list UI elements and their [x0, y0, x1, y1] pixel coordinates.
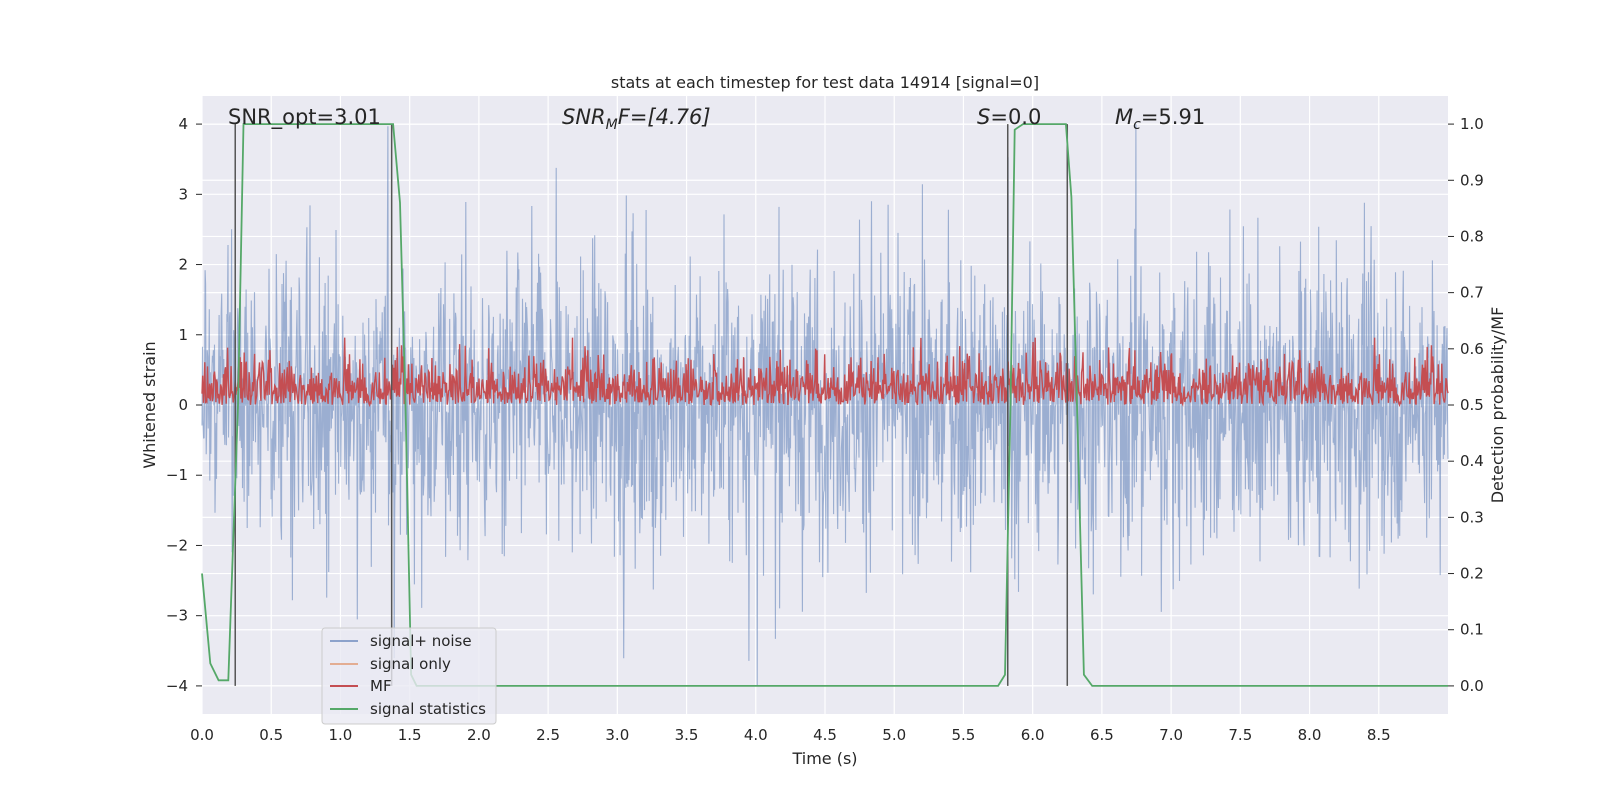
y2-axis-label: Detection probability/MF — [1488, 307, 1507, 504]
annotation-snr-opt: SNR_opt=3.01 — [228, 105, 381, 130]
y2-tick-label: 0.7 — [1460, 284, 1484, 302]
chart-title: stats at each timestep for test data 149… — [611, 73, 1039, 92]
y2-tick-label: 0.8 — [1460, 227, 1484, 245]
y-tick-label: −2 — [166, 536, 188, 554]
x-tick-label: 5.0 — [882, 726, 906, 744]
y-tick-label: 0 — [178, 396, 188, 414]
y2-tick-label: 0.1 — [1460, 621, 1484, 639]
legend: signal+ noise signal only MF signal stat… — [321, 627, 497, 725]
marker-lines — [234, 124, 1069, 686]
y-axis-label: Whitened strain — [140, 341, 159, 468]
legend-label-signal-only: signal only — [370, 655, 451, 673]
ticks: 0.0 0.5 1.0 1.5 2.0 2.5 3.0 3.5 4.0 4.5 5.0 5.5 6.0 6… — [166, 115, 1484, 744]
legend-label-signal-plus-noise: signal+ noise — [370, 632, 472, 650]
x-tick-label: 1.0 — [329, 726, 353, 744]
y-tick-label: −4 — [166, 677, 188, 695]
x-tick-label: 7.5 — [1228, 726, 1252, 744]
x-tick-label: 6.5 — [1090, 726, 1114, 744]
y2-tick-label: 0.6 — [1460, 340, 1484, 358]
y2-tick-label: 0.5 — [1460, 396, 1484, 414]
annotation-snr-mf-subscript: M — [606, 117, 618, 133]
x-tick-label: 8.0 — [1298, 726, 1322, 744]
x-tick-label: 3.0 — [605, 726, 629, 744]
x-tick-label: 5.5 — [952, 726, 976, 744]
y-tick-label: −3 — [166, 607, 188, 625]
legend-label-signal-statistics: signal statistics — [370, 700, 486, 718]
x-tick-label: 0.0 — [190, 726, 214, 744]
annotation-s-symbol: S — [977, 105, 990, 129]
y-tick-label: 3 — [178, 185, 188, 203]
y-tick-label: −1 — [166, 466, 188, 484]
annotation-mc: Mc=5.91 — [1115, 105, 1205, 133]
x-tick-label: 6.0 — [1021, 726, 1045, 744]
y-tick-label: 4 — [178, 115, 188, 133]
y2-tick-label: 1.0 — [1460, 115, 1484, 133]
x-tick-label: 1.5 — [398, 726, 422, 744]
annotation-snr-mf: SNRMF=[4.76] — [562, 105, 711, 133]
x-tick-label: 2.5 — [536, 726, 560, 744]
x-tick-label: 2.0 — [467, 726, 491, 744]
y2-tick-label: 0.0 — [1460, 677, 1484, 695]
x-axis-label: Time (s) — [791, 749, 857, 768]
x-tick-label: 8.5 — [1367, 726, 1391, 744]
legend-box — [321, 627, 497, 725]
y2-tick-label: 0.3 — [1460, 508, 1484, 526]
annotation-snr-mf-value: F=[4.76] — [618, 105, 711, 129]
annotation-mc-subscript: c — [1133, 117, 1141, 133]
annotation-s: S=0.0 — [977, 105, 1041, 129]
mf-series — [201, 337, 1449, 408]
annotation-mc-value: =5.91 — [1141, 105, 1205, 129]
annotation-mc-symbol: M — [1115, 105, 1133, 129]
y2-tick-label: 0.2 — [1460, 565, 1484, 583]
x-tick-label: 4.0 — [744, 726, 768, 744]
mf-line — [201, 337, 1449, 408]
x-tick-label: 7.0 — [1159, 726, 1183, 744]
y2-tick-label: 0.9 — [1460, 171, 1484, 189]
y2-tick-label: 0.4 — [1460, 452, 1484, 470]
y-tick-label: 1 — [178, 326, 188, 344]
annotation-snr-mf-symbol: SNR — [562, 105, 606, 129]
x-tick-label: 4.5 — [813, 726, 837, 744]
annotation-s-value: =0.0 — [990, 105, 1041, 129]
x-tick-label: 3.5 — [675, 726, 699, 744]
legend-label-mf: MF — [370, 677, 392, 695]
x-tick-label: 0.5 — [259, 726, 283, 744]
y-tick-label: 2 — [178, 256, 188, 274]
